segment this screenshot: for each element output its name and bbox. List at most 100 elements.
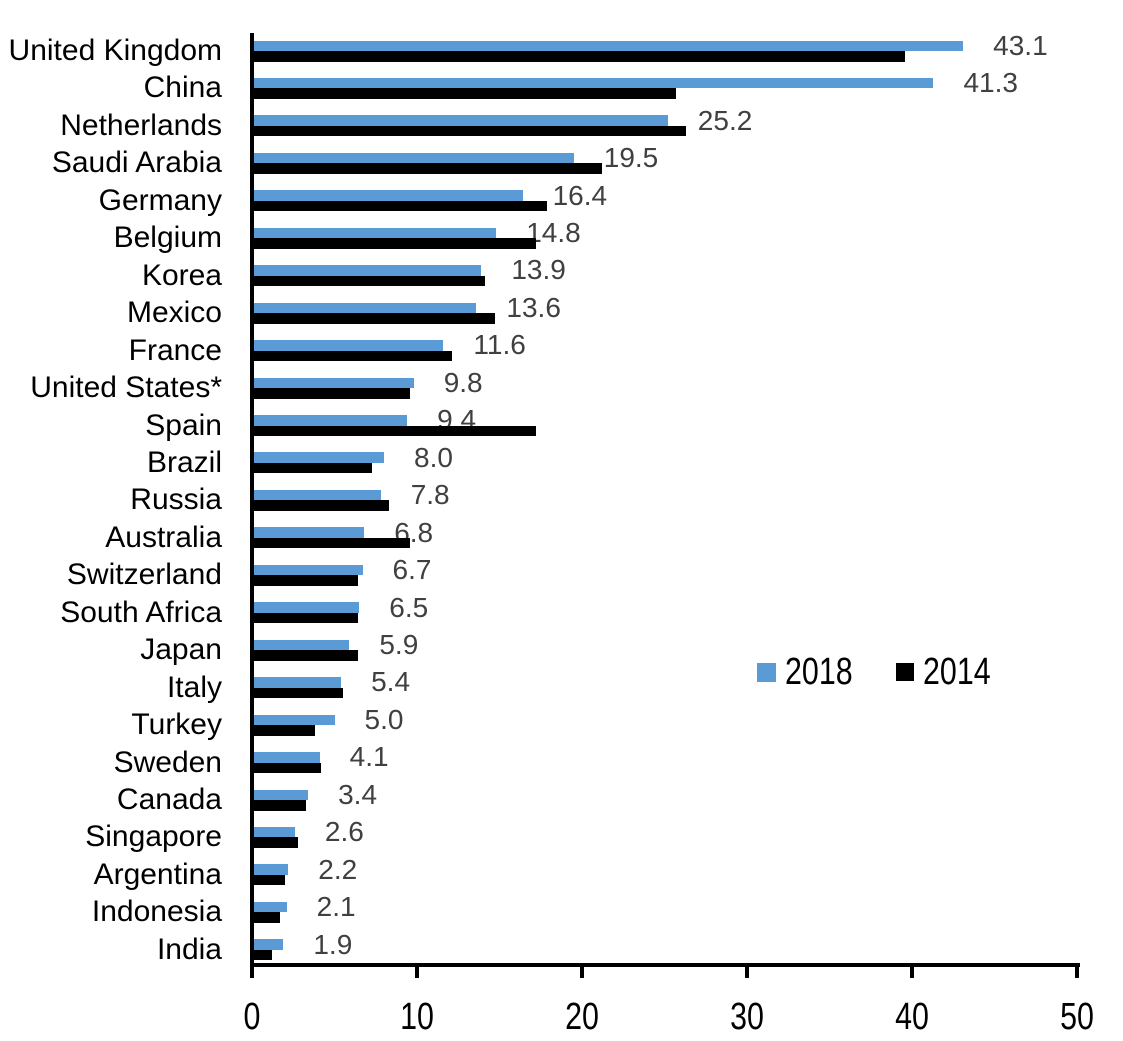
category-label: Argentina xyxy=(93,857,222,891)
bar-2014 xyxy=(254,837,299,848)
category-label: Spain xyxy=(145,408,222,442)
x-tick xyxy=(745,967,749,978)
bar-2014 xyxy=(254,125,686,137)
bar-2014 xyxy=(254,612,358,624)
bar-2018 xyxy=(254,714,335,726)
x-axis-line xyxy=(250,963,1080,967)
value-label: 25.2 xyxy=(697,104,753,136)
bar-2018 xyxy=(254,864,289,875)
bar-2014 xyxy=(254,762,322,774)
bar-2014 xyxy=(254,425,536,436)
bar-2018 xyxy=(254,452,384,463)
bar-2014 xyxy=(254,912,281,923)
category-label: China xyxy=(143,71,222,105)
bar-2018 xyxy=(254,677,342,688)
legend-swatch-2014 xyxy=(895,663,914,681)
legend: 2018 2014 xyxy=(757,652,1007,692)
bar-2018 xyxy=(254,40,964,51)
value-label: 6.5 xyxy=(389,591,429,623)
bar-2014 xyxy=(254,500,389,511)
bar-2014 xyxy=(254,238,536,249)
bar-2018 xyxy=(254,939,284,950)
category-label: Belgium xyxy=(113,221,222,255)
category-label: Saudi Arabia xyxy=(51,146,222,180)
value-label: 5.0 xyxy=(364,703,404,735)
bar-2018 xyxy=(254,190,523,201)
value-label: 3.4 xyxy=(338,778,378,810)
bar-2018 xyxy=(254,826,295,838)
value-label: 13.6 xyxy=(506,291,561,323)
bar-2014 xyxy=(254,51,906,62)
value-label: 2.1 xyxy=(316,891,356,923)
bar-2014 xyxy=(254,388,411,399)
value-label: 2.6 xyxy=(324,816,364,848)
x-tick-label: 10 xyxy=(400,996,434,1038)
value-label: 16.4 xyxy=(552,179,608,211)
bar-2018 xyxy=(254,77,934,89)
category-label: Russia xyxy=(130,483,222,517)
bar-2018 xyxy=(254,602,360,613)
bar-2018 xyxy=(254,265,482,276)
category-label: Mexico xyxy=(126,296,222,330)
value-label: 6.7 xyxy=(392,554,432,586)
x-tick xyxy=(910,967,914,978)
bar-2018 xyxy=(254,527,365,538)
category-label: Germany xyxy=(98,183,222,217)
bar-2014 xyxy=(254,275,485,287)
value-label: 1.9 xyxy=(313,928,353,960)
bar-2018 xyxy=(254,564,363,576)
bar-2014 xyxy=(254,800,307,811)
bar-2018 xyxy=(254,340,444,351)
bar-2014 xyxy=(254,462,373,474)
category-label: Sweden xyxy=(113,745,222,779)
bar-2014 xyxy=(254,874,285,886)
bar-2014 xyxy=(254,575,358,586)
bar-2014 xyxy=(254,650,358,661)
bar-2014 xyxy=(254,88,677,99)
x-tick xyxy=(415,967,419,978)
category-label: Canada xyxy=(116,783,222,816)
bar-2018 xyxy=(254,901,287,913)
legend-label-2014: 2014 xyxy=(922,651,991,693)
value-label: 5.4 xyxy=(371,666,411,698)
bar-2018 xyxy=(254,152,574,164)
legend-label-2018: 2018 xyxy=(785,651,853,693)
bar-2014 xyxy=(254,163,602,174)
category-label: South Africa xyxy=(60,595,222,629)
value-label: 11.6 xyxy=(473,329,526,361)
bar-2014 xyxy=(254,949,272,961)
value-label: 7.8 xyxy=(410,479,450,511)
y-axis-line xyxy=(250,33,254,967)
value-label: 8.0 xyxy=(414,441,453,473)
category-label: Italy xyxy=(166,670,222,704)
legend-swatch-2018 xyxy=(757,662,776,682)
category-label: Australia xyxy=(105,520,222,554)
category-label: Indonesia xyxy=(91,895,222,929)
category-label: Singapore xyxy=(85,820,222,854)
x-tick-label: 20 xyxy=(565,996,599,1038)
bar-2014 xyxy=(254,537,411,549)
bar-2018 xyxy=(254,302,477,314)
x-tick xyxy=(1075,967,1079,978)
x-tick-label: 40 xyxy=(895,996,929,1038)
bar-2018 xyxy=(254,752,320,763)
value-label: 41.3 xyxy=(963,67,1018,99)
value-label: 19.5 xyxy=(603,142,659,174)
value-label: 4.1 xyxy=(349,741,389,773)
bar-2014 xyxy=(254,725,315,736)
category-label: United States* xyxy=(30,371,222,405)
bar-2018 xyxy=(254,227,497,239)
bar-2018 xyxy=(254,489,381,501)
value-label: 5.9 xyxy=(379,628,419,660)
category-label: France xyxy=(128,333,222,367)
category-label: India xyxy=(156,932,222,966)
x-tick xyxy=(580,967,584,978)
value-label: 2.2 xyxy=(318,853,358,885)
bar-2014 xyxy=(254,350,452,362)
x-tick-label: 50 xyxy=(1060,996,1094,1038)
value-label: 43.1 xyxy=(993,29,1048,61)
value-label: 13.9 xyxy=(511,254,566,286)
bar-2018 xyxy=(254,377,414,389)
category-label: Switzerland xyxy=(66,558,222,592)
